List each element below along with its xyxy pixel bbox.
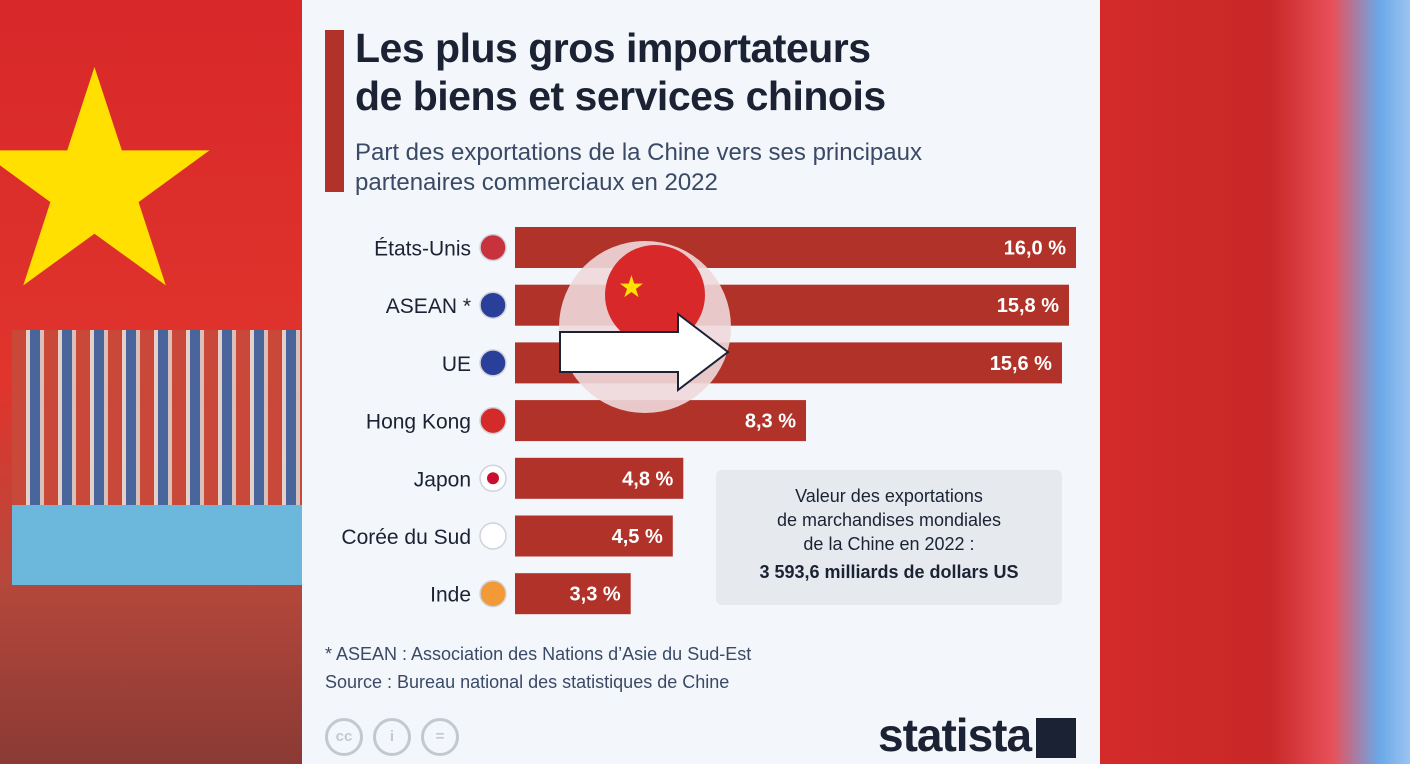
category-label: États-Unis	[374, 238, 471, 261]
cc-icon: cc	[325, 718, 363, 756]
asean-flag-icon	[479, 291, 507, 319]
bar	[515, 457, 684, 499]
bar-value-label: 4,8 %	[622, 468, 673, 490]
category-label: Corée du Sud	[341, 526, 471, 549]
source: Source : Bureau national des statistique…	[325, 672, 730, 692]
bar-value-label: 4,5 %	[612, 526, 663, 548]
no-derivatives-icon: =	[421, 718, 459, 756]
statista-logo: statista	[878, 709, 1032, 761]
south-korea-flag-icon	[479, 522, 507, 550]
bar	[515, 573, 631, 615]
info-box: Valeur des exportations de marchandises …	[716, 470, 1062, 605]
title-line: de biens et services chinois	[355, 73, 886, 119]
info-text: Valeur des exportations	[795, 486, 983, 506]
china-flag-star-icon: ★	[0, 12, 229, 348]
statista-logo-mark	[1036, 718, 1076, 758]
china-flag-star-icon: ★	[618, 271, 645, 304]
arrow-right-icon	[559, 311, 730, 393]
bar	[515, 515, 673, 557]
info-text: de marchandises mondiales	[776, 510, 1002, 530]
chart-title: Les plus gros importateurs de biens et se…	[355, 24, 886, 120]
bar-value-label: 15,8 %	[997, 295, 1059, 317]
footnote: * ASEAN : Association des Nations d’Asie…	[325, 644, 752, 664]
category-label: Inde	[430, 584, 471, 607]
bar-value-label: 16,0 %	[1004, 238, 1066, 260]
category-label: Hong Kong	[366, 411, 471, 434]
us-flag-icon	[479, 233, 507, 262]
subtitle-line: Part des exportations de la Chine vers s…	[355, 139, 922, 166]
bar-value-label: 8,3 %	[745, 411, 796, 433]
india-flag-icon	[479, 579, 507, 608]
bar-value-label: 15,6 %	[990, 353, 1052, 375]
background-right-image	[1100, 0, 1410, 764]
category-label: UE	[442, 353, 471, 376]
attribution-icon: i	[373, 718, 411, 756]
title-line: Les plus gros importateurs	[355, 25, 871, 71]
info-value: 3 593,6 milliards de dollars US	[759, 562, 1019, 582]
bar-value-label: 3,3 %	[570, 584, 621, 606]
eu-flag-icon	[479, 349, 507, 377]
subtitle-line: partenaires commerciaux en 2022	[355, 169, 718, 196]
background-left-image: ★	[0, 0, 302, 764]
category-label: Japon	[414, 468, 471, 491]
category-label: ASEAN *	[386, 295, 471, 318]
title-accent-bar	[325, 30, 344, 192]
info-text: de la Chine en 2022 :	[803, 534, 975, 554]
chart-subtitle: Part des exportations de la Chine vers s…	[355, 138, 922, 198]
japan-flag-dot	[487, 472, 499, 485]
hong-kong-flag-icon	[479, 406, 507, 435]
ship-hull	[12, 505, 302, 585]
